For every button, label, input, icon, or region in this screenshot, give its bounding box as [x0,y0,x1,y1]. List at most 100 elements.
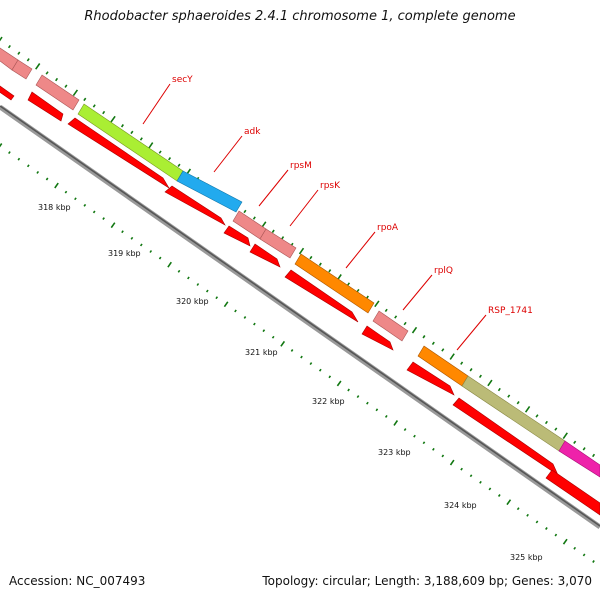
scale-tick [17,157,21,161]
gene-box-magenta [558,440,600,478]
scale-tick [139,243,143,247]
cds-arrow [406,361,455,396]
scale-tick [488,487,492,491]
scale-tick [300,355,303,359]
scale-tick [460,467,463,471]
scale-tick [375,408,379,412]
cds-arrow [545,469,600,516]
gene-box-secY [77,103,184,182]
gene-label-rpsK: rpsK [320,181,341,191]
scale-tick [582,447,586,451]
gene-label-rpoA: rpoA [377,223,399,233]
scale-tick [280,340,286,347]
scale-tick [524,405,531,413]
cds-track [0,85,600,516]
leader-RSP_1741 [456,314,487,351]
scale-tick [139,137,143,141]
scale-tick [177,163,181,167]
scale-tick [507,394,511,398]
gene-label-rplQ: rplQ [434,266,453,276]
scale-tick [573,546,577,550]
scale-tick [102,217,105,220]
scale-tick [384,308,388,313]
scale-tick [92,210,96,214]
scale-tick [469,474,473,478]
scale-tick [110,115,116,123]
scale-tick [460,361,464,365]
scale-tick [336,380,342,387]
scale-tick [403,428,407,432]
tick-label: 320 kbp [176,297,209,306]
gene-box-rna [11,59,33,80]
scale-tick [318,368,322,372]
scale-tick [83,97,87,102]
leader-secY [142,83,171,125]
scale-tick [102,110,106,115]
scale-tick [252,216,256,220]
scale-tick [196,283,200,286]
accession-text: Accession: NC_007493 [9,574,146,588]
scale-tick [328,375,332,379]
scale-tick [497,387,501,392]
scale-tick [148,142,154,149]
scale-tick [158,150,162,154]
gene-track [0,47,600,478]
scale-tick [592,453,596,458]
gene-box-adk [176,170,243,213]
scale-tick [281,236,285,240]
scale-tick [506,499,512,506]
scale-tick [35,63,41,70]
gene-labels: secY adk rpsM rpsK rpoA rplQ RSP_1741 [172,75,533,316]
scale-tick [441,454,445,458]
scale-tick [215,296,219,300]
scale-tick [271,229,275,233]
scale-tick [469,368,473,372]
scale-tick [130,130,134,135]
tick-label: 318 kbp [38,203,71,212]
scale-tick [422,335,426,339]
scale-tick [309,362,313,366]
gene-label-secY: secY [172,75,193,85]
scale-tick [487,379,493,387]
scale-tick [92,104,96,108]
scale-tick [26,58,30,62]
scale-tick [411,326,418,334]
scale-tick [298,247,305,255]
genome-backbone [0,104,600,530]
scale-tick [262,329,266,333]
scale-tick [121,230,124,234]
scale-tick [413,434,416,438]
gene-leaders [142,83,487,351]
scale-tick [271,335,275,339]
cds-arrow [223,225,251,247]
scale-tick [535,414,539,418]
scale-tick [562,432,568,440]
scale-tick [234,309,237,313]
scale-tick [441,348,445,352]
scale-tick [554,427,558,431]
scale-tick [449,353,455,360]
gene-label-adk: adk [244,127,261,137]
scale-tick [55,77,59,82]
leader-adk [213,135,243,173]
cds-arrow [361,325,394,351]
genome-summary-text: Topology: circular; Length: 3,188,609 bp… [262,574,592,588]
leader-rpsK [289,189,319,227]
leader-rpoA [345,231,376,269]
scale-tick [318,262,322,266]
scale-tick [432,447,435,451]
scale-tick [64,84,68,88]
scale-tick [394,315,398,319]
scale-tick [403,321,407,326]
scale-tick [45,71,49,75]
scale-tick [422,441,426,445]
scale-tick [290,349,294,352]
scale-tick [205,289,209,293]
scale-tick [562,538,568,545]
scale-tick [497,494,501,497]
cds-arrow [249,243,281,268]
scale-tick [347,388,350,392]
scale-tick [17,51,21,55]
scale-tick [478,374,482,379]
